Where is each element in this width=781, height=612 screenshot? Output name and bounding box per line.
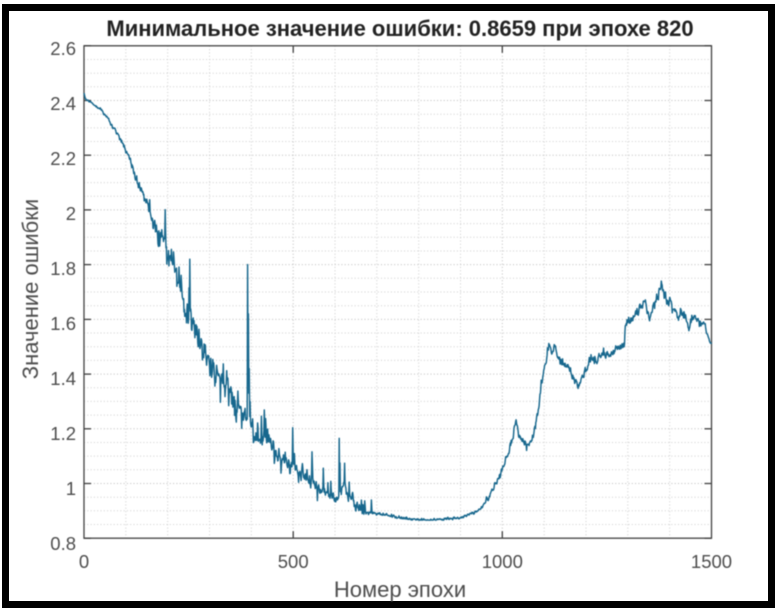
svg-text:1000: 1000 [482, 551, 523, 572]
svg-text:Номер эпохи: Номер эпохи [334, 577, 466, 602]
svg-text:2.2: 2.2 [50, 148, 76, 169]
svg-text:2.6: 2.6 [50, 38, 76, 59]
svg-text:1.6: 1.6 [50, 313, 76, 334]
svg-text:2: 2 [66, 203, 76, 224]
svg-text:Минимальное значение ошибки: 0: Минимальное значение ошибки: 0.8659 при … [106, 16, 693, 41]
svg-text:1.4: 1.4 [50, 368, 76, 389]
svg-text:1500: 1500 [691, 551, 732, 572]
svg-text:1.2: 1.2 [50, 423, 76, 444]
svg-text:1: 1 [66, 478, 76, 499]
svg-text:0: 0 [79, 551, 89, 572]
svg-text:2.4: 2.4 [50, 93, 76, 114]
svg-text:0.8: 0.8 [50, 533, 76, 554]
svg-text:1.8: 1.8 [50, 258, 76, 279]
svg-text:Значение ошибки: Значение ошибки [18, 199, 43, 379]
svg-text:500: 500 [278, 551, 309, 572]
